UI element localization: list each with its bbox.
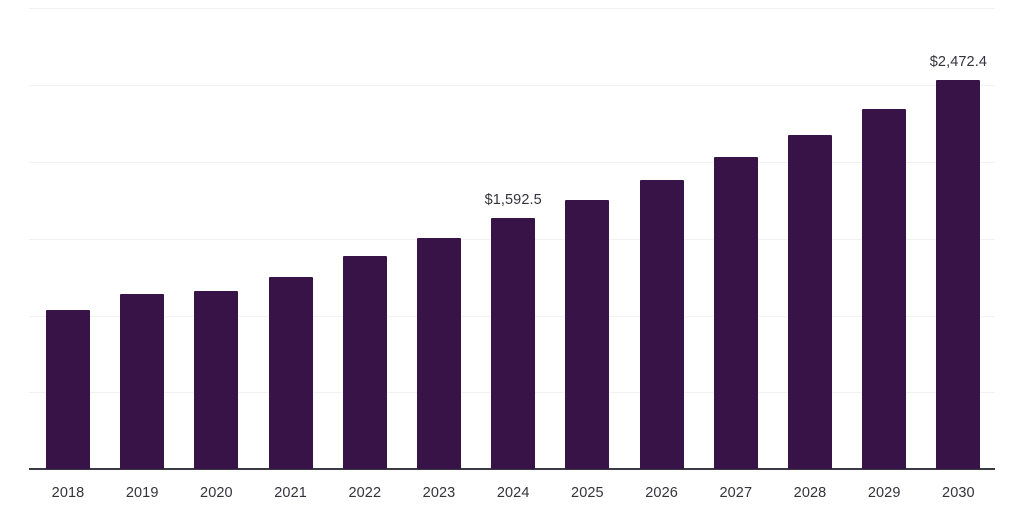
bar-2022[interactable] xyxy=(342,256,387,469)
x-axis-label-2021: 2021 xyxy=(274,485,307,501)
x-axis-label-2026: 2026 xyxy=(645,485,678,501)
bar-value-label-2024: $1,592.5 xyxy=(484,192,542,209)
x-axis-label-2020: 2020 xyxy=(200,485,233,501)
bar-2019[interactable] xyxy=(120,294,165,469)
x-axis-label-2029: 2029 xyxy=(867,485,901,501)
bar-2029[interactable] xyxy=(862,109,907,469)
x-axis-line xyxy=(29,468,995,470)
bar-2027[interactable] xyxy=(713,157,758,469)
bar-2021[interactable] xyxy=(268,277,313,469)
x-axis-label-2024: 2024 xyxy=(496,485,530,501)
x-axis-label-2023: 2023 xyxy=(422,485,456,501)
gridline xyxy=(29,85,995,86)
bar-2024[interactable] xyxy=(491,218,536,469)
bar-2020[interactable] xyxy=(194,291,239,469)
bar-2023[interactable] xyxy=(417,238,461,469)
x-axis-label-2018: 2018 xyxy=(51,485,85,501)
x-axis-label-2030: 2030 xyxy=(942,485,975,501)
gridline xyxy=(29,162,995,163)
bar-2030[interactable] xyxy=(936,80,981,469)
bar-2018[interactable] xyxy=(46,310,90,469)
x-axis-label-2027: 2027 xyxy=(719,485,753,501)
bar-value-label-2030: $2,472.4 xyxy=(929,53,988,70)
gridline xyxy=(29,8,995,9)
x-axis-label-2019: 2019 xyxy=(125,485,159,501)
x-axis-label-2022: 2022 xyxy=(348,485,382,501)
x-axis-label-2028: 2028 xyxy=(793,485,827,501)
bar-2025[interactable] xyxy=(565,200,610,469)
x-axis-label-2025: 2025 xyxy=(571,485,604,501)
bar-2028[interactable] xyxy=(788,135,832,469)
bar-2026[interactable] xyxy=(639,180,684,469)
